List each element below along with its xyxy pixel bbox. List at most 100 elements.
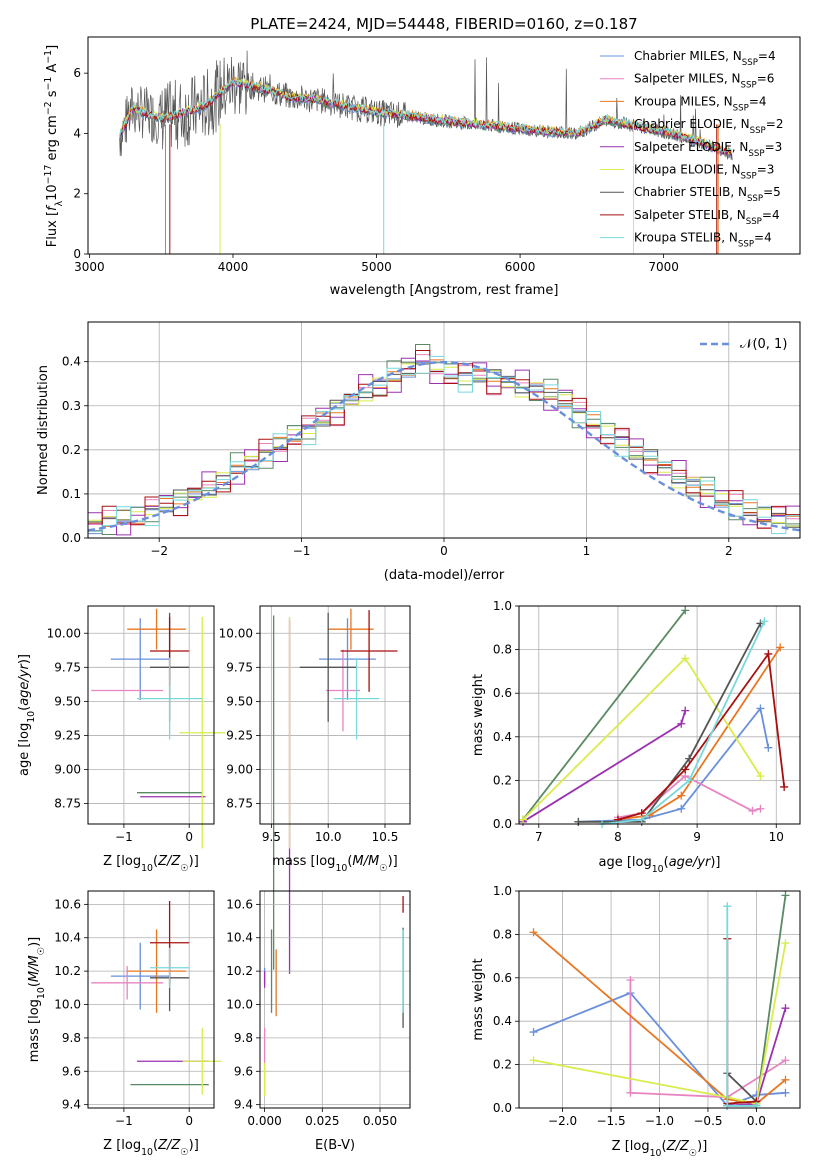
y-axis-label-part: M/M xyxy=(27,955,42,982)
x-tick-label: 0.0 xyxy=(747,1114,766,1128)
x-tick-label: 3000 xyxy=(74,260,105,274)
y-tick-label: 9.50 xyxy=(54,694,81,708)
marker-plus xyxy=(685,776,694,785)
y-tick-label: 10.6 xyxy=(226,897,253,911)
y-tick-label: 0.3 xyxy=(62,399,81,413)
y-tick-label: 0.0 xyxy=(62,531,81,545)
x-tick-label: −1.5 xyxy=(596,1114,625,1128)
marker-plus xyxy=(776,643,785,652)
marker-plus xyxy=(780,782,789,791)
axes-frame xyxy=(87,36,801,255)
legend-entry: Chabrier STELIB, NSSP=5 xyxy=(634,185,781,204)
y-tick-label: 9.00 xyxy=(54,763,81,777)
mass-weight-line xyxy=(617,646,781,821)
x-axis-label-part: Z/Z xyxy=(157,1138,181,1153)
y-tick-label: 9.4 xyxy=(234,1098,253,1112)
y-axis-label: mass weight xyxy=(471,674,486,756)
y-tick-label: 9.75 xyxy=(226,660,253,674)
legend-entry-part: Chabrier MILES, N xyxy=(634,49,742,63)
y-tick-label: 9.00 xyxy=(226,763,253,777)
marker-plus xyxy=(756,704,765,713)
y-tick-label: 2 xyxy=(73,187,81,201)
marker-plus xyxy=(685,754,694,763)
x-axis-label-part: Z/Z xyxy=(666,1139,690,1154)
y-axis-label-part: mass [ xyxy=(27,1019,42,1062)
x-axis-label-part: )] xyxy=(189,854,199,869)
y-tick-label: 0.1 xyxy=(62,487,81,501)
y-tick-label: 10.00 xyxy=(47,626,81,640)
y-axis-label-part: −1 xyxy=(43,50,54,64)
x-axis-label-part: age [ xyxy=(598,855,631,870)
x-axis-label-part: log xyxy=(630,1139,650,1154)
mass-weight-line xyxy=(532,931,787,1105)
mass-weight-line xyxy=(522,710,687,823)
y-tick-label: 9.4 xyxy=(62,1098,81,1112)
y-tick-label: 0.0 xyxy=(493,1101,512,1115)
y-tick-label: 10.2 xyxy=(226,964,253,978)
x-axis-label-part: log xyxy=(121,854,141,869)
histogram-step xyxy=(88,350,800,529)
x-tick-label: −2 xyxy=(150,544,168,558)
x-axis-label-part: Z/Z xyxy=(157,854,181,869)
x-axis-label: age [log10(age/yr)] xyxy=(598,855,720,875)
x-axis-label-part: Z [ xyxy=(612,1139,630,1154)
x-tick-label: 10.5 xyxy=(372,830,399,844)
histogram-step xyxy=(88,355,800,535)
marker-plus xyxy=(748,806,757,815)
legend-entry-part: Kroupa STELIB, N xyxy=(634,231,738,245)
y-axis-label: age [log10(age/yr)] xyxy=(17,654,37,776)
x-tick-label: 7 xyxy=(535,830,543,844)
x-tick-label: 7000 xyxy=(648,260,679,274)
x-tick-label: 2 xyxy=(725,544,733,558)
figure-title: PLATE=2424, MJD=54448, FIBERID=0160, z=0… xyxy=(250,15,637,33)
x-axis-label-part: age/yr xyxy=(669,855,712,870)
x-tick-label: 0 xyxy=(185,830,193,844)
x-axis-label-part: ( xyxy=(153,854,158,869)
marker-plus xyxy=(756,772,765,781)
legend-entry-part: SSP xyxy=(741,81,757,91)
legend-entry-part: =4 xyxy=(754,231,772,245)
y-axis-label-part: ( xyxy=(27,982,42,987)
y-tick-label: 0.2 xyxy=(493,773,512,787)
legend-entry-part: Salpeter ELODIE, N xyxy=(634,140,748,154)
y-tick-label: 10.4 xyxy=(226,931,253,945)
marker-plus xyxy=(637,815,646,824)
x-tick-label: 1 xyxy=(583,544,591,558)
marker-plus xyxy=(677,719,686,728)
marker-plus xyxy=(781,1075,790,1084)
legend-entry: Kroupa ELODIE, NSSP=3 xyxy=(634,163,774,182)
x-axis-label-part: M/M xyxy=(352,854,379,869)
legend-entry-part: =3 xyxy=(765,140,783,154)
y-tick-label: 9.75 xyxy=(54,660,81,674)
legend-entry-part: =2 xyxy=(766,117,784,131)
x-tick-label: 5000 xyxy=(361,260,392,274)
y-axis-label: Flux [fλ10−17 erg cm−2 s−1 A−1] xyxy=(43,45,65,247)
x-axis-label: mass [log10(M/M☉)] xyxy=(272,854,398,874)
marker-plus xyxy=(723,902,732,911)
y-tick-label: 10.0 xyxy=(226,998,253,1012)
x-axis-label-part: Z [ xyxy=(103,854,121,869)
x-tick-label: 10 xyxy=(769,830,784,844)
x-axis-label-part: )] xyxy=(697,1139,707,1154)
x-axis-label-part: ☉ xyxy=(180,1147,188,1158)
x-tick-label: 8 xyxy=(614,830,622,844)
y-axis-label: mass weight xyxy=(471,958,486,1040)
y-tick-label: 9.6 xyxy=(62,1064,81,1078)
legend-entry-part: SSP xyxy=(747,194,763,204)
y-tick-label: 10.00 xyxy=(219,626,253,640)
marker-plus xyxy=(781,1004,790,1013)
marker-plus xyxy=(518,815,527,824)
x-axis-label-part: 10 xyxy=(141,1147,153,1158)
x-axis-label-part: ( xyxy=(153,1138,158,1153)
y-tick-label: 0.4 xyxy=(493,730,512,744)
y-axis-label-part: ] xyxy=(45,45,60,50)
y-tick-label: 1.0 xyxy=(493,884,512,898)
marker-plus xyxy=(677,804,686,813)
legend-entry-part: SSP xyxy=(746,217,762,227)
x-axis-label-part: ( xyxy=(662,1139,667,1154)
legend-entry: 𝒩(0, 1) xyxy=(740,337,787,352)
y-tick-label: 6 xyxy=(73,66,81,80)
marker-plus xyxy=(626,1088,635,1097)
mass-weight-line xyxy=(522,609,686,821)
legend-entry: Kroupa STELIB, NSSP=4 xyxy=(634,231,772,250)
